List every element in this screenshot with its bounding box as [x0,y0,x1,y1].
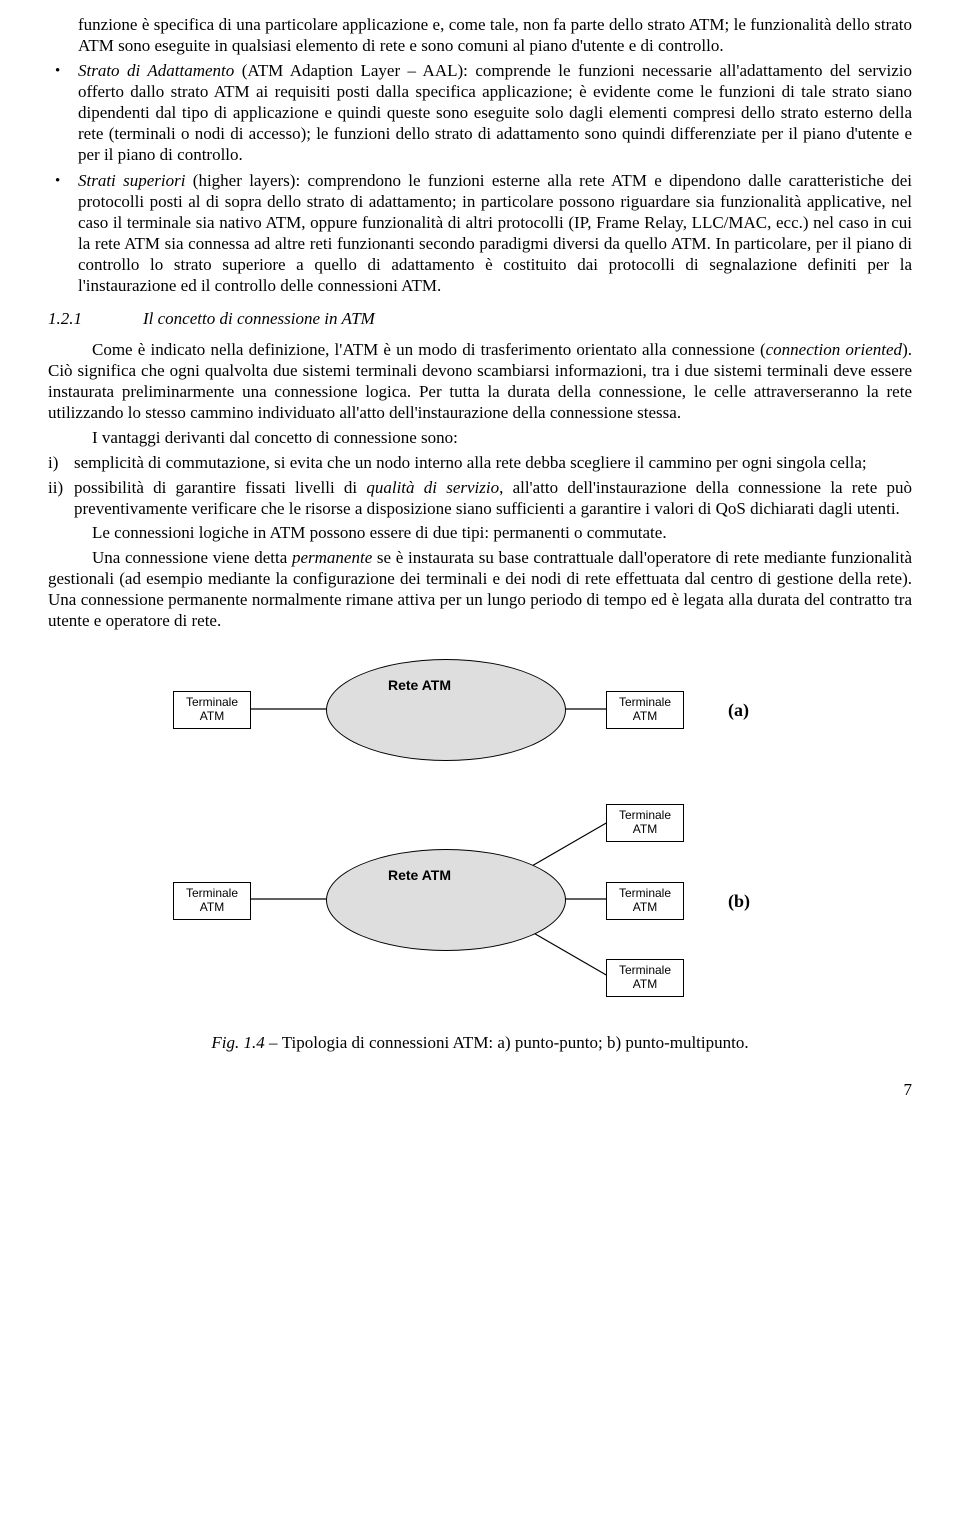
terminal-box: Terminale ATM [173,691,251,729]
p1-a: Come è indicato nella definizione, l'ATM… [92,340,766,359]
terminal-box: Terminale ATM [173,882,251,920]
p2-text: I vantaggi derivanti dal concetto di con… [92,428,458,447]
paragraph-2: I vantaggi derivanti dal concetto di con… [48,427,912,448]
bullet-1-em: Strato di Adattamento [78,61,234,80]
figure-caption: Fig. 1.4 – Tipologia di connessioni ATM:… [48,1032,912,1053]
list-item-1: i) semplicità di commutazione, si evita … [48,452,912,473]
terminal-l2: ATM [633,709,657,723]
terminal-l1: Terminale [186,695,238,709]
terminal-l2: ATM [633,822,657,836]
p4-em: permanente [292,548,372,567]
p1-em: connection oriented [766,340,902,359]
list-marker-ii: ii) [48,477,63,498]
terminal-box: Terminale ATM [606,882,684,920]
diagram-label-b: (b) [728,890,750,912]
terminal-l1: Terminale [186,886,238,900]
rete-label: Rete ATM [388,867,451,884]
bullet-continuation: funzione è specifica di una particolare … [48,14,912,56]
li2-a: possibilità di garantire fissati livelli… [74,478,366,497]
terminal-l1: Terminale [619,808,671,822]
p4-a: Una connessione viene detta [92,548,292,567]
li2-em: qualità di servizio [366,478,499,497]
section-heading: 1.2.1 Il concetto di connessione in ATM [48,308,912,329]
terminal-l2: ATM [200,900,224,914]
section-number: 1.2.1 [48,308,143,329]
diagram-b: Terminale ATM Rete ATM Terminale ATM Ter… [48,794,912,1004]
bullet-marker: • [55,172,60,191]
bullet-0-text: funzione è specifica di una particolare … [78,15,912,55]
caption-text: Tipologia di connessioni ATM: a) punto-p… [282,1033,749,1052]
bullet-marker: • [55,62,60,81]
terminal-box: Terminale ATM [606,804,684,842]
bullet-item-1: • Strato di Adattamento (ATM Adaption La… [48,60,912,165]
terminal-l2: ATM [633,900,657,914]
caption-em: Fig. 1.4 – [211,1033,281,1052]
page-number: 7 [48,1079,912,1100]
rete-ellipse [326,849,566,951]
bullet-2-em: Strati superiori [78,171,185,190]
terminal-l2: ATM [200,709,224,723]
section-title: Il concetto di connessione in ATM [143,308,375,329]
terminal-box: Terminale ATM [606,691,684,729]
li1-text: semplicità di commutazione, si evita che… [74,453,867,472]
rete-ellipse [326,659,566,761]
bullet-item-2: • Strati superiori (higher layers): comp… [48,170,912,296]
terminal-l1: Terminale [619,886,671,900]
rete-label: Rete ATM [388,677,451,694]
terminal-l1: Terminale [619,963,671,977]
paragraph-4: Una connessione viene detta permanente s… [48,547,912,631]
p3-text: Le connessioni logiche in ATM possono es… [92,523,667,542]
paragraph-1: Come è indicato nella definizione, l'ATM… [48,339,912,423]
terminal-box: Terminale ATM [606,959,684,997]
diagram-area: Terminale ATM Rete ATM Terminale ATM (a)… [48,651,912,1053]
terminal-l2: ATM [633,977,657,991]
list-marker-i: i) [48,452,58,473]
diagram-label-a: (a) [728,699,749,721]
terminal-l1: Terminale [619,695,671,709]
paragraph-3: Le connessioni logiche in ATM possono es… [48,522,912,543]
bullet-2-text: (higher layers): comprendono le funzioni… [78,171,912,295]
diagram-a: Terminale ATM Rete ATM Terminale ATM (a) [48,651,912,766]
list-item-2: ii) possibilità di garantire fissati liv… [48,477,912,519]
